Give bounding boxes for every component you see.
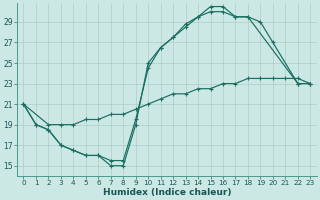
X-axis label: Humidex (Indice chaleur): Humidex (Indice chaleur) (103, 188, 231, 197)
